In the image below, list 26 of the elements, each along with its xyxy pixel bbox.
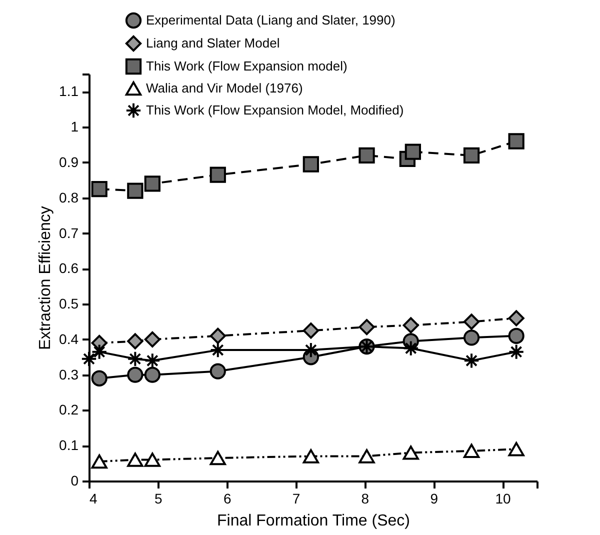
- y-tick-label: 0.5: [59, 296, 79, 312]
- legend-label: This Work (Flow Expansion model): [146, 58, 348, 74]
- x-tick-label: 5: [154, 490, 163, 506]
- y-tick-label: 0.9: [59, 154, 79, 170]
- x-tick-label: 6: [223, 490, 232, 506]
- y-tick-label: 0.4: [59, 330, 79, 347]
- legend-label: Liang and Slater Model: [146, 36, 280, 50]
- y-tick-label: 0.3: [59, 366, 79, 382]
- y-tick-label: 1.1: [59, 83, 79, 100]
- y-tick-label: 0: [70, 472, 79, 488]
- y-axis-title: Extraction Efficiency: [37, 206, 54, 350]
- y-tick-label: 0.8: [59, 189, 79, 206]
- x-tick-label: 7: [292, 490, 300, 506]
- x-tick-label: 4: [90, 490, 98, 506]
- y-tick-label: 0.2: [59, 402, 79, 418]
- x-axis-title: Final Formation Time (Sec): [217, 512, 410, 530]
- legend-label: This Work (Flow Expansion Model, Modified): [146, 102, 404, 118]
- y-tick-label: 0.7: [59, 224, 79, 241]
- y-tick-label: 0.6: [59, 260, 79, 276]
- legend-label: Experimental Data (Liang and Slater, 1990): [146, 12, 396, 28]
- y-tick-label: 1: [70, 118, 79, 135]
- x-tick-label: 9: [430, 490, 438, 506]
- y-tick-label: 0.1: [59, 437, 79, 454]
- x-tick-label: 8: [361, 490, 370, 506]
- legend-label: Walia and Vir Model (1976): [146, 80, 303, 96]
- x-tick-label: 10: [495, 490, 512, 506]
